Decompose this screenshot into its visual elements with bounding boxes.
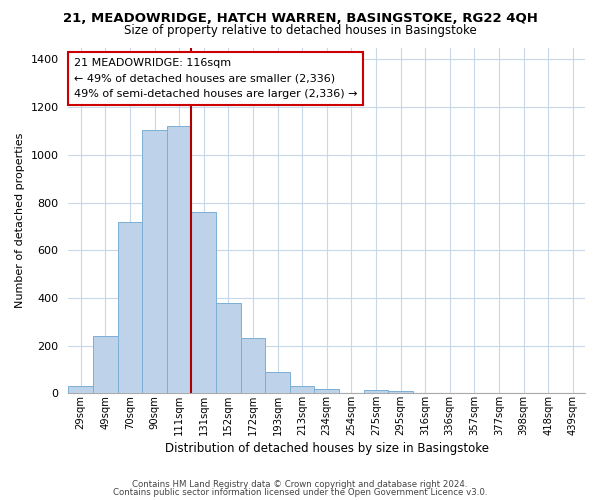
Bar [216, 302, 241, 394]
Bar [68, 386, 93, 394]
Bar [191, 212, 216, 394]
Text: 21, MEADOWRIDGE, HATCH WARREN, BASINGSTOKE, RG22 4QH: 21, MEADOWRIDGE, HATCH WARREN, BASINGSTO… [62, 12, 538, 26]
Bar [118, 222, 142, 394]
Y-axis label: Number of detached properties: Number of detached properties [15, 132, 25, 308]
Bar [265, 372, 290, 394]
Bar [388, 391, 413, 394]
Bar [167, 126, 191, 394]
X-axis label: Distribution of detached houses by size in Basingstoke: Distribution of detached houses by size … [165, 442, 489, 455]
Bar [241, 338, 265, 394]
Text: Contains HM Land Registry data © Crown copyright and database right 2024.: Contains HM Land Registry data © Crown c… [132, 480, 468, 489]
Text: Size of property relative to detached houses in Basingstoke: Size of property relative to detached ho… [124, 24, 476, 37]
Bar [314, 388, 339, 394]
Text: Contains public sector information licensed under the Open Government Licence v3: Contains public sector information licen… [113, 488, 487, 497]
Text: 21 MEADOWRIDGE: 116sqm
← 49% of detached houses are smaller (2,336)
49% of semi-: 21 MEADOWRIDGE: 116sqm ← 49% of detached… [74, 58, 357, 99]
Bar [93, 336, 118, 394]
Bar [364, 390, 388, 394]
Bar [290, 386, 314, 394]
Bar [142, 130, 167, 394]
